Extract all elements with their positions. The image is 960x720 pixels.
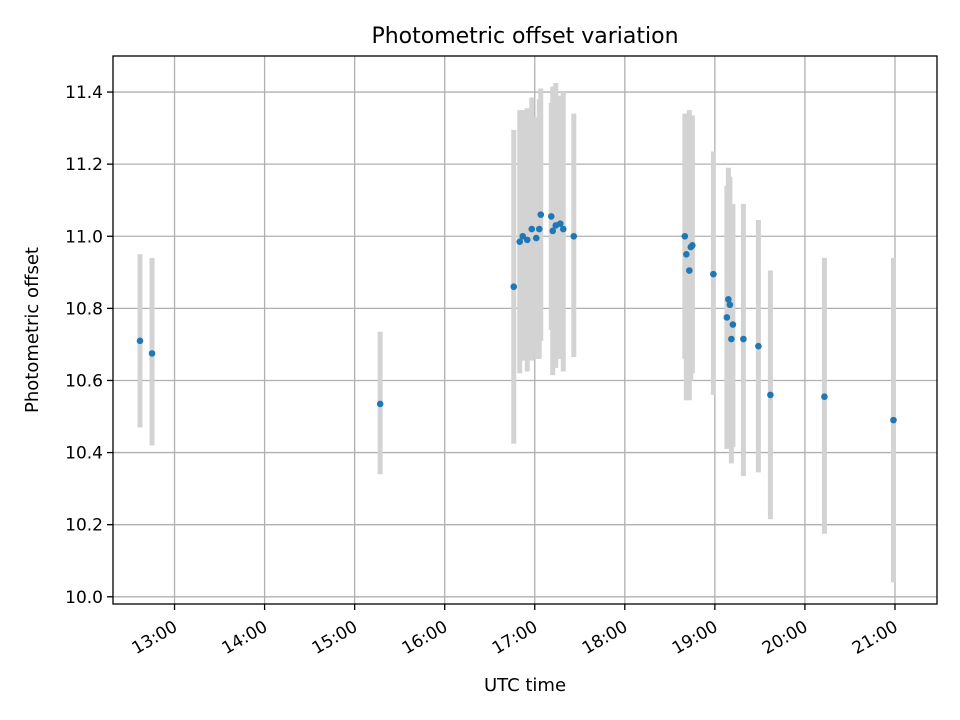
- data-point: [686, 267, 693, 274]
- data-point: [537, 211, 545, 218]
- data-point: [728, 335, 735, 343]
- y-axis-label: Photometric offset: [22, 247, 43, 413]
- data-point: [547, 213, 555, 220]
- data-point: [725, 296, 732, 303]
- plot-frame: [112, 55, 938, 605]
- y-tick-label: 11.0: [65, 227, 103, 247]
- y-tick-label: 10.4: [65, 444, 103, 464]
- data-point: [556, 220, 564, 227]
- data-point: [549, 227, 557, 235]
- data-point: [681, 232, 689, 240]
- data-point: [689, 241, 696, 249]
- data-point: [723, 314, 731, 321]
- x-axis-label: UTC time: [484, 675, 566, 696]
- y-tick-label: 10.8: [65, 299, 103, 319]
- y-tick-label: 10.2: [65, 516, 103, 536]
- data-point: [136, 337, 144, 345]
- y-tick-label: 10.6: [65, 371, 103, 391]
- data-point: [767, 391, 774, 399]
- data-point: [148, 350, 156, 357]
- data-point: [523, 236, 531, 244]
- data-point: [729, 321, 737, 328]
- data-point: [532, 234, 540, 242]
- data-point: [740, 335, 747, 343]
- data-point: [510, 283, 518, 291]
- data-point: [376, 400, 384, 408]
- data-point: [559, 225, 567, 233]
- data-point: [519, 232, 527, 240]
- y-tick-label: 11.2: [65, 155, 103, 175]
- y-tick-label: 10.0: [65, 588, 103, 608]
- data-point: [755, 342, 762, 350]
- data-point: [710, 270, 717, 278]
- data-point: [726, 301, 734, 309]
- chart-title: Photometric offset variation: [371, 24, 678, 49]
- data-point: [516, 238, 524, 245]
- data-points: [136, 211, 897, 424]
- data-point: [570, 232, 578, 240]
- data-point: [890, 416, 897, 424]
- y-tick-label: 11.4: [65, 83, 103, 103]
- data-point: [683, 250, 690, 258]
- data-point: [528, 225, 536, 233]
- data-point: [821, 393, 828, 400]
- data-point: [535, 225, 543, 233]
- y-axis-ticks: 10.0 10.2 10.4 10.6 10.8 11.0 11.2 11.4: [65, 83, 113, 608]
